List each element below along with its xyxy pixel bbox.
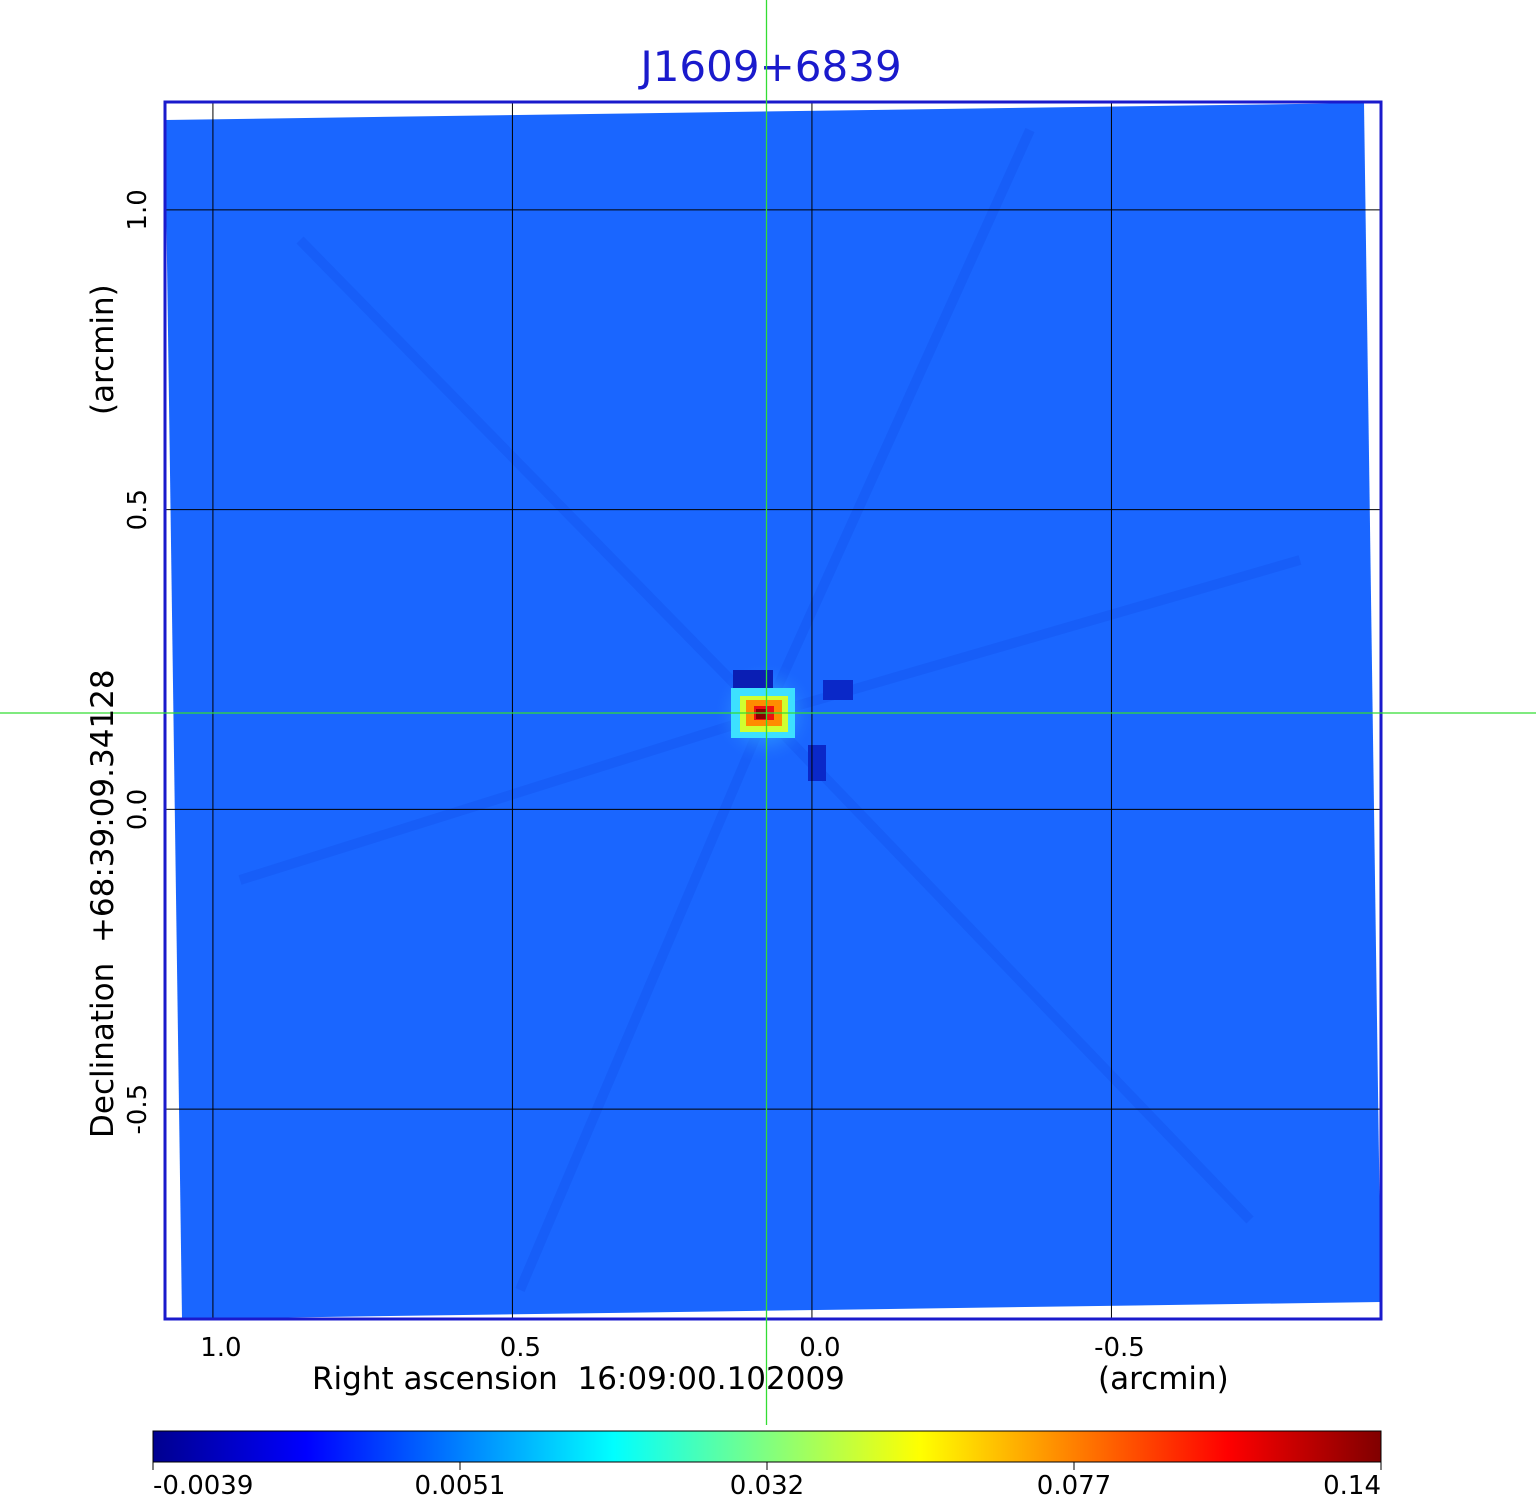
x-axis-label: Right ascension 16:09:00.102009 [312, 1361, 845, 1397]
colorbar-tick-label: 0.0051 [415, 1471, 506, 1500]
x-tick-label: 0.0 [799, 1333, 840, 1363]
image-area [165, 102, 1381, 1319]
y-tick-label: 0.0 [123, 789, 153, 830]
colorbar-tick-label: -0.0039 [153, 1471, 253, 1500]
colorbar-tick-label: 0.14 [1323, 1471, 1381, 1500]
sidelobe-streaks [238, 127, 1302, 1292]
colorbar-tick-label: 0.077 [1037, 1471, 1111, 1500]
colorbar: -0.0039 0.0051 0.032 0.077 0.14 [152, 1430, 1382, 1500]
plot-frame [163, 100, 1383, 1321]
chart-title: J1609+6839 [637, 42, 901, 91]
x-tick-label: 1.0 [200, 1333, 241, 1363]
y-axis-unit: (arcmin) [85, 284, 121, 415]
x-tick-labels: 1.0 0.5 0.0 -0.5 [200, 1333, 1145, 1363]
colorbar-gradient [152, 1430, 1382, 1463]
y-axis-label: Declination +68:39:09.34128 [85, 669, 121, 1138]
y-tick-labels: 1.0 0.5 0.0 -0.5 [123, 189, 153, 1134]
colorbar-ticks: -0.0039 0.0051 0.032 0.077 0.14 [152, 1462, 1382, 1500]
coordinate-grid [165, 102, 1381, 1319]
x-axis-unit: (arcmin) [1098, 1361, 1229, 1397]
y-tick-label: 0.5 [123, 489, 153, 530]
y-tick-label: 1.0 [123, 189, 153, 230]
y-tick-label: -0.5 [123, 1084, 153, 1135]
x-tick-label: -0.5 [1094, 1333, 1145, 1363]
colorbar-tick-label: 0.032 [730, 1471, 804, 1500]
x-tick-label: 0.5 [500, 1333, 541, 1363]
